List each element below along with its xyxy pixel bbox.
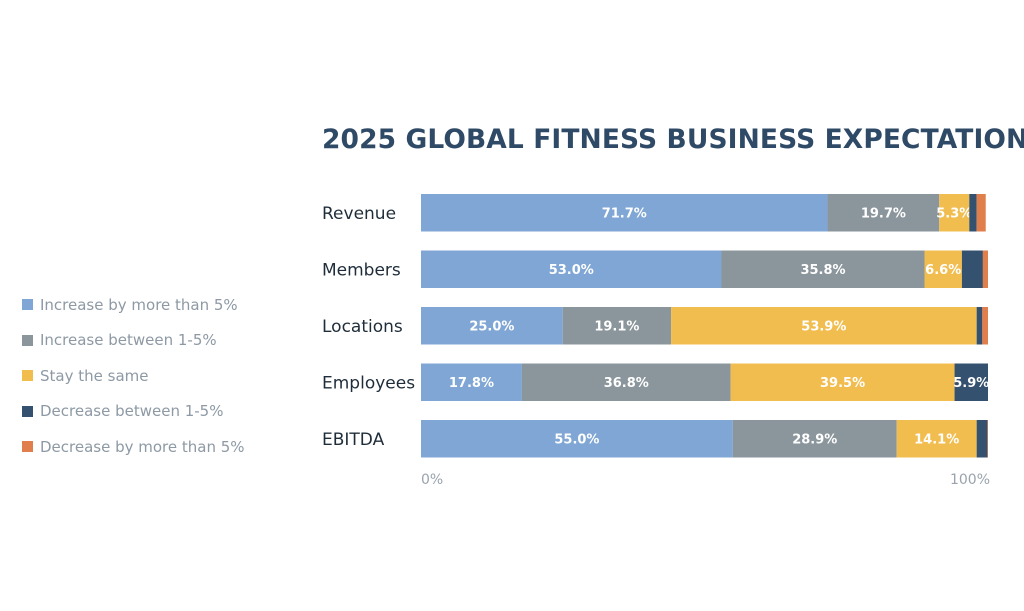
legend-item: Increase between 1-5%: [22, 323, 245, 359]
legend-swatch: [22, 370, 33, 382]
bar-segment: [421, 363, 522, 401]
data-label: 55.0%: [554, 432, 599, 447]
category-label: Revenue: [322, 204, 396, 224]
legend-item: Increase by more than 5%: [22, 287, 245, 323]
data-label: 39.5%: [820, 376, 865, 391]
category-label: Locations: [322, 317, 403, 337]
data-label: 6.6%: [925, 263, 961, 278]
bar-segment: [939, 194, 970, 232]
bar-segment: [961, 250, 983, 288]
bar-segment: [671, 307, 977, 345]
bar-segment: [976, 194, 986, 232]
legend-label: Stay the same: [40, 366, 149, 385]
data-label: 36.8%: [604, 376, 649, 391]
data-label: 5.3%: [936, 206, 972, 221]
bar-segment: [827, 194, 940, 232]
x-tick-label: 100%: [950, 472, 990, 488]
legend-swatch: [22, 441, 33, 453]
bar-segment: [562, 307, 672, 345]
legend-label: Decrease by more than 5%: [40, 437, 245, 456]
bar-segment: [982, 250, 988, 288]
data-label: 19.7%: [861, 206, 906, 221]
legend-label: Decrease between 1-5%: [40, 402, 224, 421]
chart-title: 2025 GLOBAL FITNESS BUSINESS EXPECTATION…: [322, 124, 1024, 155]
data-label: 5.9%: [953, 376, 989, 391]
bar-segment: [982, 307, 988, 345]
data-label: 28.9%: [792, 432, 837, 447]
bar-segment: [976, 420, 988, 458]
legend-label: Increase by more than 5%: [40, 295, 238, 314]
bar-segment: [421, 307, 563, 345]
legend-item: Stay the same: [22, 358, 245, 394]
bar-segment: [721, 250, 925, 288]
data-label: 53.9%: [801, 319, 846, 334]
bar-segment: [730, 363, 955, 401]
data-label: 14.1%: [914, 432, 959, 447]
bar-segment: [421, 250, 722, 288]
bar-segment: [969, 194, 977, 232]
bar-segment: [732, 420, 897, 458]
legend-item: Decrease by more than 5%: [22, 429, 245, 465]
data-label: 19.1%: [594, 319, 639, 334]
data-label: 71.7%: [602, 206, 647, 221]
bar-segment: [421, 194, 828, 232]
bar-segment: [924, 250, 962, 288]
x-tick-label: 0%: [421, 472, 443, 488]
legend-item: Decrease between 1-5%: [22, 394, 245, 430]
category-label: EBITDA: [322, 430, 385, 450]
bar-segment: [521, 363, 731, 401]
category-label: Members: [322, 260, 401, 280]
bar-segment: [421, 420, 733, 458]
data-label: 35.8%: [800, 263, 845, 278]
bar-segment: [976, 307, 983, 345]
chart-legend: Increase by more than 5% Increase between…: [22, 287, 245, 465]
data-label: 17.8%: [449, 376, 494, 391]
legend-swatch: [22, 299, 33, 311]
legend-swatch: [22, 334, 33, 346]
bar-segment: [896, 420, 977, 458]
bar-segment: [954, 363, 988, 401]
category-label: Employees: [322, 373, 415, 393]
data-label: 25.0%: [469, 319, 514, 334]
legend-label: Increase between 1-5%: [40, 331, 217, 350]
legend-swatch: [22, 405, 33, 417]
data-label: 53.0%: [549, 263, 594, 278]
bar-segment: [987, 420, 988, 458]
